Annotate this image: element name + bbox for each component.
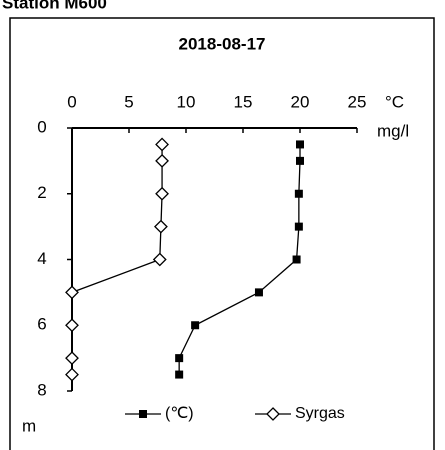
chart-subtitle: 2018-08-17 (179, 34, 266, 53)
marker (294, 222, 303, 231)
x-tick-label: 0 (67, 92, 76, 111)
marker (175, 370, 184, 379)
marker (292, 255, 301, 264)
x-axis-label: °C (385, 92, 404, 111)
marker (296, 156, 304, 165)
marker (154, 219, 168, 234)
y-tick-label: 8 (37, 380, 46, 399)
marker (155, 137, 169, 152)
marker (65, 285, 79, 300)
marker (175, 354, 184, 363)
x-tick-label: 20 (291, 92, 310, 111)
marker (266, 407, 280, 421)
marker (296, 140, 304, 149)
legend-label: Syrgas (295, 405, 345, 422)
x-axis-label-2: mg/l (377, 121, 409, 140)
frame (9, 17, 435, 450)
series-line (71, 144, 163, 375)
y-axis-label: m (22, 416, 36, 435)
marker (65, 318, 79, 333)
series-line (178, 144, 301, 375)
x-tick-label: 10 (177, 92, 196, 111)
marker (139, 410, 147, 418)
x-tick-label: 25 (348, 92, 367, 111)
y-tick-label: 4 (37, 249, 46, 268)
marker (155, 153, 169, 168)
y-tick-label: 6 (37, 315, 46, 334)
marker (152, 252, 167, 267)
chart-title: Station M600 (2, 0, 107, 12)
y-tick-label: 2 (37, 183, 46, 202)
y-tick-label: 0 (37, 117, 46, 136)
marker (254, 288, 263, 297)
marker (294, 189, 303, 198)
marker (65, 351, 79, 366)
x-tick-label: 15 (234, 92, 253, 111)
marker (155, 186, 169, 201)
x-tick-label: 5 (124, 92, 133, 111)
legend-label: (℃) (165, 405, 194, 422)
marker (191, 321, 200, 330)
marker (65, 367, 79, 382)
